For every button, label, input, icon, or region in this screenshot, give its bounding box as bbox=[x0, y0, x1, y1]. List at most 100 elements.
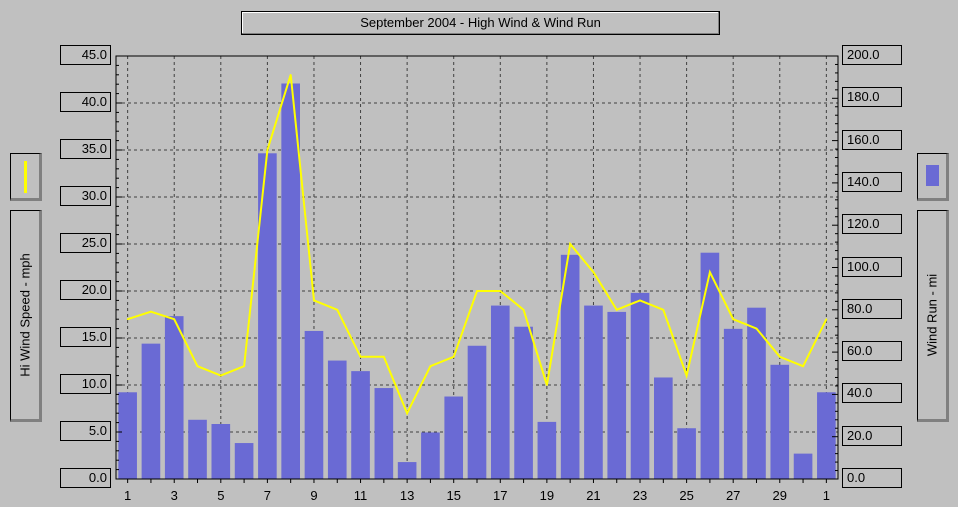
bar-wind-run-day-2 bbox=[141, 343, 161, 479]
y-right-tick-label: 140.0 bbox=[842, 171, 902, 192]
x-tick-label: 23 bbox=[633, 488, 647, 503]
bar-wind-run-day-16 bbox=[467, 345, 487, 479]
bar-wind-run-day-6 bbox=[234, 443, 254, 479]
bar-wind-run-day-31 bbox=[817, 392, 836, 479]
bar-wind-run-day-11 bbox=[351, 371, 370, 479]
x-tick-label: 15 bbox=[446, 488, 460, 503]
x-tick-label: 1 bbox=[823, 488, 830, 503]
bar-wind-run-day-19 bbox=[537, 421, 557, 479]
x-tick-label: 19 bbox=[540, 488, 554, 503]
bar-wind-run-day-14 bbox=[421, 432, 440, 479]
point-hi-wind-day-25 bbox=[685, 374, 688, 377]
bar-wind-run-day-30 bbox=[793, 453, 813, 479]
point-hi-wind-day-15 bbox=[452, 356, 455, 358]
y-left-tick-label: 10.0 bbox=[60, 374, 111, 394]
point-hi-wind-day-18 bbox=[522, 309, 525, 311]
point-hi-wind-day-21 bbox=[592, 271, 595, 274]
x-tick-label: 27 bbox=[726, 488, 740, 503]
x-tick-label: 1 bbox=[124, 488, 131, 503]
y-right-tick-label: 0.0 bbox=[842, 468, 902, 488]
y-left-tick-label: 35.0 bbox=[60, 139, 111, 159]
point-hi-wind-day-27 bbox=[732, 318, 734, 321]
bar-wind-run-day-1 bbox=[118, 392, 137, 479]
bar-wind-run-day-24 bbox=[654, 377, 673, 479]
point-hi-wind-day-3 bbox=[173, 318, 176, 321]
y-right-tick-label: 60.0 bbox=[842, 341, 902, 362]
point-hi-wind-day-20 bbox=[569, 243, 571, 245]
y-left-tick-label: 45.0 bbox=[60, 45, 111, 65]
y-right-tick-label: 20.0 bbox=[842, 425, 902, 446]
bar-wind-run-day-5 bbox=[211, 424, 231, 479]
y-left-tick-label: 0.0 bbox=[60, 468, 111, 488]
bar-wind-run-day-20 bbox=[560, 254, 580, 479]
point-hi-wind-day-31 bbox=[825, 318, 828, 321]
y-right-tick-label: 180.0 bbox=[842, 87, 902, 108]
point-hi-wind-day-1 bbox=[126, 318, 129, 321]
x-tick-label: 17 bbox=[493, 488, 507, 503]
bar-wind-run-day-26 bbox=[700, 252, 720, 479]
point-hi-wind-day-30 bbox=[802, 365, 804, 368]
bar-wind-run-day-21 bbox=[584, 305, 603, 479]
y-right-tick-label: 120.0 bbox=[842, 214, 902, 235]
x-axis-ticks: 1 3 5 7 9 11 13 15 17 19 21 23 25 27 29 1 bbox=[124, 479, 830, 503]
legend-hi-wind bbox=[10, 153, 42, 201]
x-tick-label: 11 bbox=[354, 488, 368, 503]
bar-wind-run-day-4 bbox=[188, 419, 207, 479]
point-hi-wind-day-29 bbox=[778, 356, 781, 358]
y-left-axis-label: Hi Wind Speed - mph bbox=[17, 253, 33, 377]
point-hi-wind-day-2 bbox=[150, 310, 152, 313]
wind-run-bars bbox=[118, 83, 836, 480]
point-hi-wind-day-23 bbox=[639, 299, 641, 302]
point-hi-wind-day-7 bbox=[266, 149, 269, 151]
y-right-axis-label-box: Wind Run - mi bbox=[917, 210, 949, 422]
y-left-tick-label: 20.0 bbox=[60, 280, 111, 300]
y-right-tick-label: 40.0 bbox=[842, 383, 902, 404]
legend-bar-swatch bbox=[926, 165, 939, 186]
bar-wind-run-day-18 bbox=[514, 326, 533, 479]
point-hi-wind-day-24 bbox=[662, 309, 665, 311]
x-tick-label: 13 bbox=[400, 488, 414, 503]
legend-line-swatch bbox=[24, 161, 27, 193]
bar-wind-run-day-23 bbox=[630, 292, 650, 479]
x-tick-label: 3 bbox=[171, 488, 178, 503]
y-left-tick-label: 15.0 bbox=[60, 327, 111, 347]
bar-wind-run-day-9 bbox=[304, 330, 324, 479]
point-hi-wind-day-5 bbox=[220, 374, 222, 377]
bar-wind-run-day-10 bbox=[327, 360, 347, 479]
hi-wind-line bbox=[126, 74, 828, 416]
bar-wind-run-day-25 bbox=[677, 428, 696, 479]
point-hi-wind-day-11 bbox=[359, 356, 362, 358]
bar-wind-run-day-29 bbox=[770, 364, 790, 479]
bar-wind-run-day-22 bbox=[607, 311, 627, 479]
x-tick-label: 9 bbox=[310, 488, 317, 503]
bar-wind-run-day-17 bbox=[490, 305, 510, 479]
x-tick-label: 21 bbox=[586, 488, 600, 503]
y-right-tick-label: 160.0 bbox=[842, 129, 902, 150]
y-right-tick-label: 200.0 bbox=[842, 45, 902, 65]
legend-wind-run bbox=[917, 153, 949, 201]
point-hi-wind-day-12 bbox=[383, 356, 385, 358]
point-hi-wind-day-14 bbox=[429, 365, 432, 368]
point-hi-wind-day-4 bbox=[196, 365, 199, 368]
chart-title: September 2004 - High Wind & Wind Run bbox=[241, 11, 720, 35]
point-hi-wind-day-28 bbox=[755, 327, 758, 330]
bar-wind-run-day-15 bbox=[444, 396, 464, 479]
y-left-axis-label-box: Hi Wind Speed - mph bbox=[10, 210, 42, 422]
point-hi-wind-day-16 bbox=[476, 290, 478, 292]
bar-wind-run-day-28 bbox=[747, 307, 766, 479]
y-right-tick-label: 80.0 bbox=[842, 298, 902, 319]
bar-wind-run-day-12 bbox=[374, 388, 394, 479]
point-hi-wind-day-19 bbox=[546, 384, 548, 386]
point-hi-wind-day-10 bbox=[336, 309, 339, 311]
point-hi-wind-day-17 bbox=[499, 290, 502, 292]
x-tick-label: 7 bbox=[264, 488, 271, 503]
y-left-tick-label: 25.0 bbox=[60, 233, 111, 253]
bar-wind-run-day-27 bbox=[723, 328, 743, 479]
x-tick-label: 5 bbox=[217, 488, 224, 503]
y-left-tick-label: 40.0 bbox=[60, 92, 111, 112]
y-right-axis-label: Wind Run - mi bbox=[924, 273, 940, 357]
point-hi-wind-day-22 bbox=[615, 309, 618, 311]
bar-wind-run-day-3 bbox=[164, 316, 184, 479]
y-left-tick-label: 30.0 bbox=[60, 186, 111, 206]
point-hi-wind-day-8 bbox=[289, 74, 292, 76]
